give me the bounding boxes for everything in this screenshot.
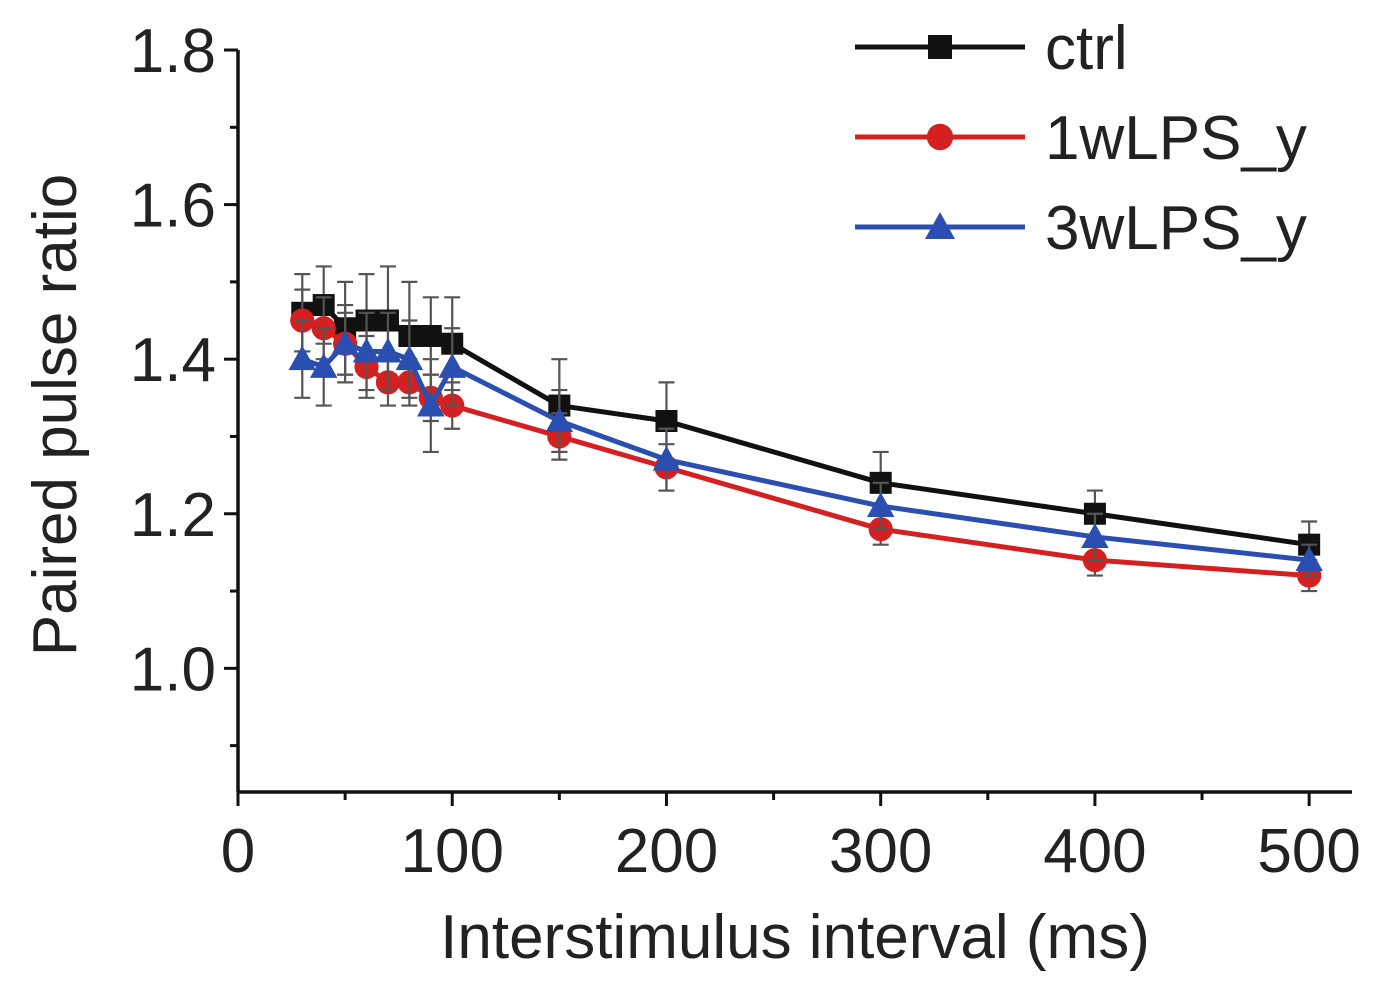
x-ticks: 0 100 200 300 400 500 — [221, 792, 1361, 886]
data-point — [352, 337, 381, 363]
series-layer — [288, 265, 1323, 593]
x-tick-label: 100 — [401, 817, 504, 886]
data-point — [419, 324, 442, 347]
x-tick-label: 200 — [615, 817, 718, 886]
legend-label: 3wLPS_y — [1045, 194, 1307, 263]
data-point — [438, 353, 466, 378]
data-point — [652, 445, 681, 471]
legend-item: ctrl — [855, 14, 1128, 83]
legend-item: 3wLPS_y — [855, 194, 1307, 263]
y-tick-label: 1.0 — [130, 635, 216, 704]
x-tick-label: 300 — [829, 817, 932, 886]
data-point — [545, 407, 574, 432]
data-point — [331, 329, 359, 355]
data-point — [309, 353, 338, 378]
data-point — [1081, 523, 1109, 548]
legend-label: 1wLPS_y — [1045, 104, 1307, 173]
legend-label: ctrl — [1045, 14, 1128, 83]
x-tick-label: 0 — [221, 817, 255, 886]
legend-marker — [925, 212, 955, 239]
series-ctrl — [291, 265, 1321, 569]
data-point — [1295, 546, 1323, 572]
series-3wLPS_y — [288, 303, 1323, 577]
x-axis-title: Interstimulus interval (ms) — [440, 903, 1150, 972]
legend-marker — [928, 35, 952, 59]
x-tick-label: 400 — [1043, 817, 1146, 886]
y-tick-label: 1.6 — [130, 172, 216, 241]
y-tick-label: 1.8 — [130, 17, 216, 86]
y-axis-title: Paired pulse ratio — [21, 174, 90, 657]
legend-marker — [926, 123, 954, 151]
data-point — [417, 391, 445, 417]
x-tick-label: 500 — [1257, 817, 1360, 886]
legend-item: 1wLPS_y — [855, 104, 1307, 173]
y-ticks: 1.0 1.2 1.4 1.6 1.8 — [130, 17, 238, 748]
data-point — [866, 492, 895, 518]
y-tick-label: 1.2 — [130, 481, 216, 550]
data-point — [374, 337, 402, 363]
y-tick-label: 1.4 — [130, 326, 216, 395]
data-point — [288, 345, 317, 371]
data-point — [655, 410, 678, 432]
legend: ctrl 1wLPS_y 3wLPS_y — [855, 14, 1307, 263]
data-point — [395, 345, 424, 371]
